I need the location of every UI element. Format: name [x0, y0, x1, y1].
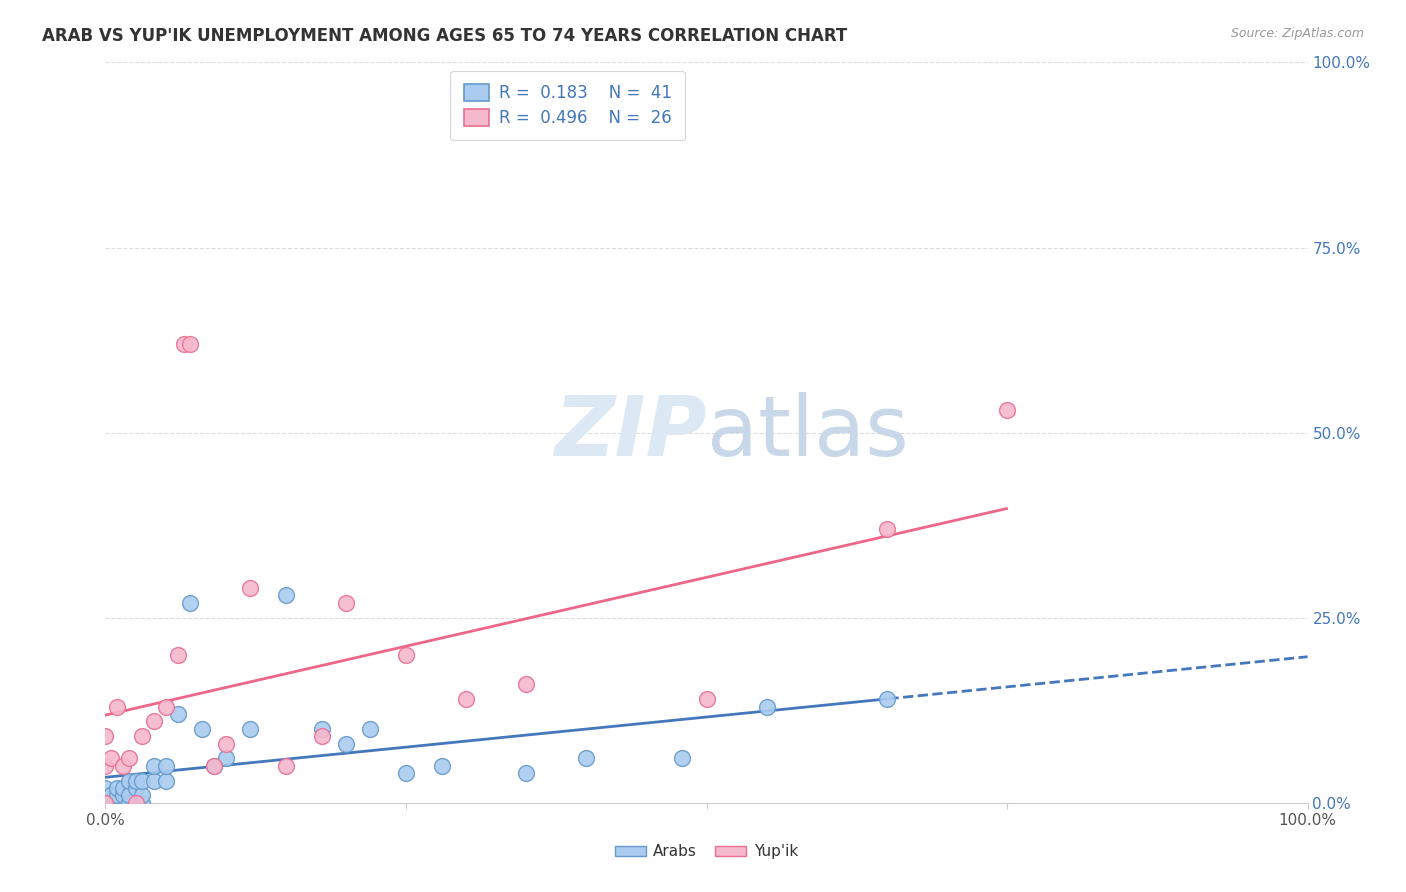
Point [696, 692, 718, 706]
Point [155, 773, 177, 788]
Point [876, 522, 898, 536]
Point [94, 796, 117, 810]
Text: Source: ZipAtlas.com: Source: ZipAtlas.com [1230, 27, 1364, 40]
Point [239, 581, 262, 595]
Point [202, 758, 225, 772]
Point [155, 758, 177, 772]
Point [755, 699, 778, 714]
Point [335, 737, 357, 751]
Point [107, 780, 129, 795]
Point [112, 789, 135, 803]
Point [179, 596, 201, 610]
Point [118, 796, 141, 810]
Point [118, 789, 141, 803]
Point [214, 751, 236, 765]
Point [166, 706, 188, 721]
Point [214, 737, 236, 751]
Text: ARAB VS YUP'IK UNEMPLOYMENT AMONG AGES 65 TO 74 YEARS CORRELATION CHART: ARAB VS YUP'IK UNEMPLOYMENT AMONG AGES 6… [42, 27, 848, 45]
Point [454, 692, 477, 706]
Point [100, 751, 122, 765]
Point [107, 699, 129, 714]
Point [124, 780, 146, 795]
Point [671, 751, 693, 765]
Point [395, 766, 418, 780]
Text: atlas: atlas [707, 392, 908, 473]
Point [173, 336, 195, 351]
Point [395, 648, 418, 662]
Point [94, 796, 117, 810]
Point [100, 789, 122, 803]
Point [131, 789, 153, 803]
Point [94, 796, 117, 810]
Point [190, 722, 212, 736]
Point [94, 780, 117, 795]
Point [311, 729, 333, 743]
Point [575, 751, 598, 765]
Point [131, 729, 153, 743]
Point [202, 758, 225, 772]
Point [274, 758, 297, 772]
Point [112, 758, 135, 772]
Point [274, 589, 297, 603]
Point [94, 792, 117, 806]
Point [142, 758, 165, 772]
Point [118, 751, 141, 765]
Point [515, 677, 537, 691]
Point [515, 766, 537, 780]
Point [995, 403, 1018, 417]
Point [430, 758, 453, 772]
Point [124, 796, 146, 810]
Point [94, 729, 117, 743]
Point [142, 714, 165, 729]
Point [118, 773, 141, 788]
Point [112, 780, 135, 795]
Point [166, 648, 188, 662]
Point [179, 336, 201, 351]
Text: ZIP: ZIP [554, 392, 707, 473]
Point [94, 758, 117, 772]
Point [131, 773, 153, 788]
Point [100, 796, 122, 810]
Point [239, 722, 262, 736]
Point [107, 789, 129, 803]
Point [142, 773, 165, 788]
Point [124, 773, 146, 788]
Point [94, 789, 117, 803]
Point [107, 796, 129, 810]
Point [131, 796, 153, 810]
Point [155, 699, 177, 714]
Point [876, 692, 898, 706]
Point [311, 722, 333, 736]
Point [335, 596, 357, 610]
Point [359, 722, 381, 736]
Legend: Arabs, Yup'ik: Arabs, Yup'ik [609, 838, 804, 865]
